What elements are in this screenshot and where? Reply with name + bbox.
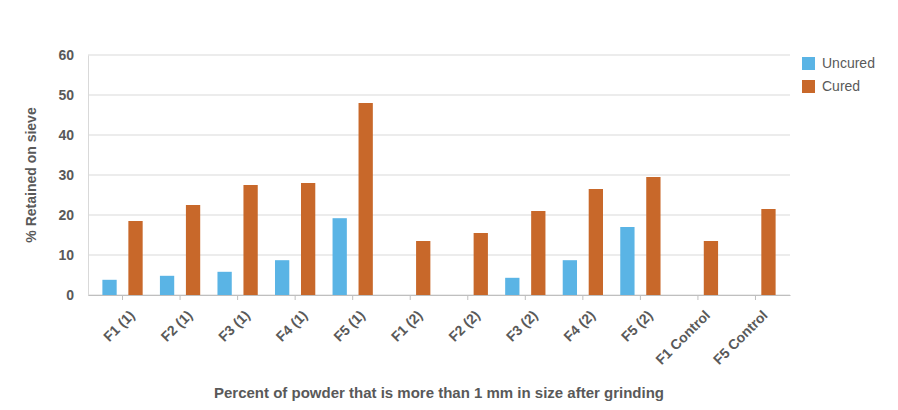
y-axis: 0 10 20 30 40 50 60 xyxy=(58,47,88,303)
x-tick: F5 (1) xyxy=(330,295,368,345)
bar xyxy=(678,295,692,296)
y-tick-label: 20 xyxy=(58,207,74,223)
legend-label: Uncured xyxy=(822,55,875,71)
y-tick-label: 40 xyxy=(58,127,74,143)
x-tick: F4 (2) xyxy=(560,295,598,345)
x-tick-label: F4 (1) xyxy=(273,307,311,345)
bar xyxy=(761,209,775,295)
grid-line xyxy=(88,55,790,56)
x-axis: F1 (1) F2 (1) F3 (1) F4 (1) F5 (1) F1 (2) F2 (… xyxy=(89,295,791,368)
y-axis-title: % Retained on sieve xyxy=(23,107,39,243)
bar xyxy=(186,205,200,295)
x-tick-mark xyxy=(640,295,641,300)
x-tick: F4 (1) xyxy=(273,295,311,345)
bar xyxy=(160,276,174,295)
bar xyxy=(474,233,488,295)
y-tick: 40 xyxy=(58,127,88,143)
x-tick-mark xyxy=(237,295,238,300)
bar xyxy=(243,185,257,295)
y-tick-label: 60 xyxy=(58,47,74,63)
bar xyxy=(416,241,430,295)
y-tick: 20 xyxy=(58,207,88,223)
y-tick: 50 xyxy=(58,87,88,103)
bar xyxy=(563,260,577,295)
x-tick: F1 Control xyxy=(652,295,713,368)
y-tick: 0 xyxy=(66,287,88,303)
bar xyxy=(102,280,116,295)
x-tick-label: F1 (2) xyxy=(388,307,426,345)
bar xyxy=(359,103,373,295)
x-tick-label: F3 (1) xyxy=(215,307,253,345)
legend-item: Cured xyxy=(802,78,860,94)
bars xyxy=(102,103,775,295)
bar xyxy=(275,260,289,295)
bar xyxy=(589,189,603,295)
bar xyxy=(390,295,404,296)
y-axis-line xyxy=(88,56,89,296)
x-tick: F2 (1) xyxy=(158,295,196,345)
y-tick-label: 0 xyxy=(66,287,74,303)
x-tick-mark xyxy=(467,295,468,300)
x-tick: F1 (1) xyxy=(100,295,138,345)
x-tick-label: F1 Control xyxy=(652,307,713,368)
bar xyxy=(217,272,231,295)
bar xyxy=(301,183,315,295)
x-tick: F2 (2) xyxy=(445,295,483,345)
y-tick: 30 xyxy=(58,167,88,183)
grid-line xyxy=(88,175,790,176)
bar xyxy=(333,218,347,295)
bar xyxy=(620,227,634,295)
bar xyxy=(646,177,660,295)
x-tick-label: F5 Control xyxy=(710,307,771,368)
x-axis-title: Percent of powder that is more than 1 mm… xyxy=(214,384,664,401)
x-tick-label: F1 (1) xyxy=(100,307,138,345)
x-tick: F1 (2) xyxy=(388,295,426,345)
x-tick-mark xyxy=(180,295,181,300)
plot: 0 10 20 30 40 50 60 F1 (1) F2 (1) F3 (1) F4 (1) F5 … xyxy=(58,47,790,368)
y-tick-label: 10 xyxy=(58,247,74,263)
x-tick: F5 Control xyxy=(710,295,771,368)
x-tick: F3 (1) xyxy=(215,295,253,345)
legend: Uncured Cured xyxy=(802,55,875,94)
x-tick: F3 (2) xyxy=(503,295,541,345)
x-tick-mark xyxy=(295,295,296,300)
grid-line xyxy=(88,95,790,96)
x-tick-mark xyxy=(122,295,123,300)
bar xyxy=(505,278,519,295)
bar xyxy=(128,221,142,295)
y-tick: 10 xyxy=(58,247,88,263)
bar xyxy=(735,295,749,296)
x-tick-mark xyxy=(352,295,353,300)
x-tick-label: F4 (2) xyxy=(560,307,598,345)
grid xyxy=(88,55,790,295)
legend-swatch xyxy=(802,57,815,70)
x-tick-label: F2 (2) xyxy=(445,307,483,345)
x-tick-mark xyxy=(697,295,698,300)
bar xyxy=(448,295,462,296)
bar xyxy=(704,241,718,295)
x-tick-mark xyxy=(525,295,526,300)
legend-label: Cured xyxy=(822,78,860,94)
x-tick: F5 (2) xyxy=(618,295,656,345)
x-tick-mark xyxy=(410,295,411,300)
y-tick-label: 50 xyxy=(58,87,74,103)
legend-swatch xyxy=(802,80,815,93)
x-tick-label: F5 (1) xyxy=(330,307,368,345)
grid-line xyxy=(88,135,790,136)
x-axis-line xyxy=(89,295,791,296)
x-tick-mark xyxy=(582,295,583,300)
legend-item: Uncured xyxy=(802,55,875,71)
bar xyxy=(531,211,545,295)
y-tick: 60 xyxy=(58,47,88,63)
chart: 0 10 20 30 40 50 60 F1 (1) F2 (1) F3 (1) F4 (1) F5 … xyxy=(0,0,898,410)
x-tick-mark xyxy=(755,295,756,300)
x-tick-label: F5 (2) xyxy=(618,307,656,345)
x-tick-label: F2 (1) xyxy=(158,307,196,345)
x-tick-label: F3 (2) xyxy=(503,307,541,345)
y-tick-label: 30 xyxy=(58,167,74,183)
